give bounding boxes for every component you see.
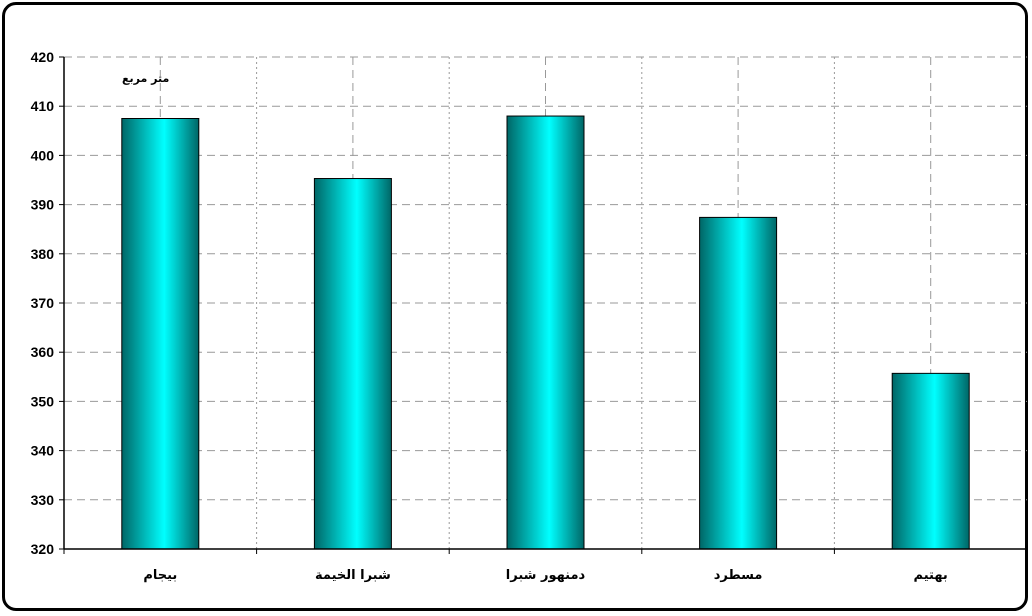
bar-layer: [121, 115, 970, 550]
axis-layer: [59, 56, 1028, 554]
bar: [699, 216, 778, 550]
x-tick-label: بهتيم: [914, 568, 948, 583]
y-tick-label: 320: [31, 541, 55, 557]
y-tick-label: 390: [31, 197, 55, 213]
y-tick-label: 420: [31, 49, 55, 65]
bar: [121, 118, 200, 550]
y-unit-label: متر مربع: [122, 72, 169, 85]
y-tick-label: 370: [31, 295, 55, 311]
y-tick-label: 350: [31, 393, 55, 409]
label-layer: 320 330 340 350 360 370 380 390 400 410 420 بيجام شب…: [31, 49, 948, 583]
x-tick-label: دمنهور شبرا: [506, 568, 586, 583]
bar: [313, 178, 392, 550]
bar: [506, 115, 585, 550]
x-tick-label: مسطرد: [714, 568, 763, 583]
y-tick-label: 380: [31, 246, 55, 262]
x-tick-label: شبرا الخيمة: [315, 568, 391, 583]
y-tick-label: 410: [31, 98, 55, 114]
y-tick-label: 330: [31, 492, 55, 508]
y-tick-label: 340: [31, 443, 55, 459]
y-tick-label: 360: [31, 344, 55, 360]
bar: [891, 372, 970, 550]
x-tick-label: بيجام: [143, 568, 177, 583]
y-tick-label: 400: [31, 147, 55, 163]
